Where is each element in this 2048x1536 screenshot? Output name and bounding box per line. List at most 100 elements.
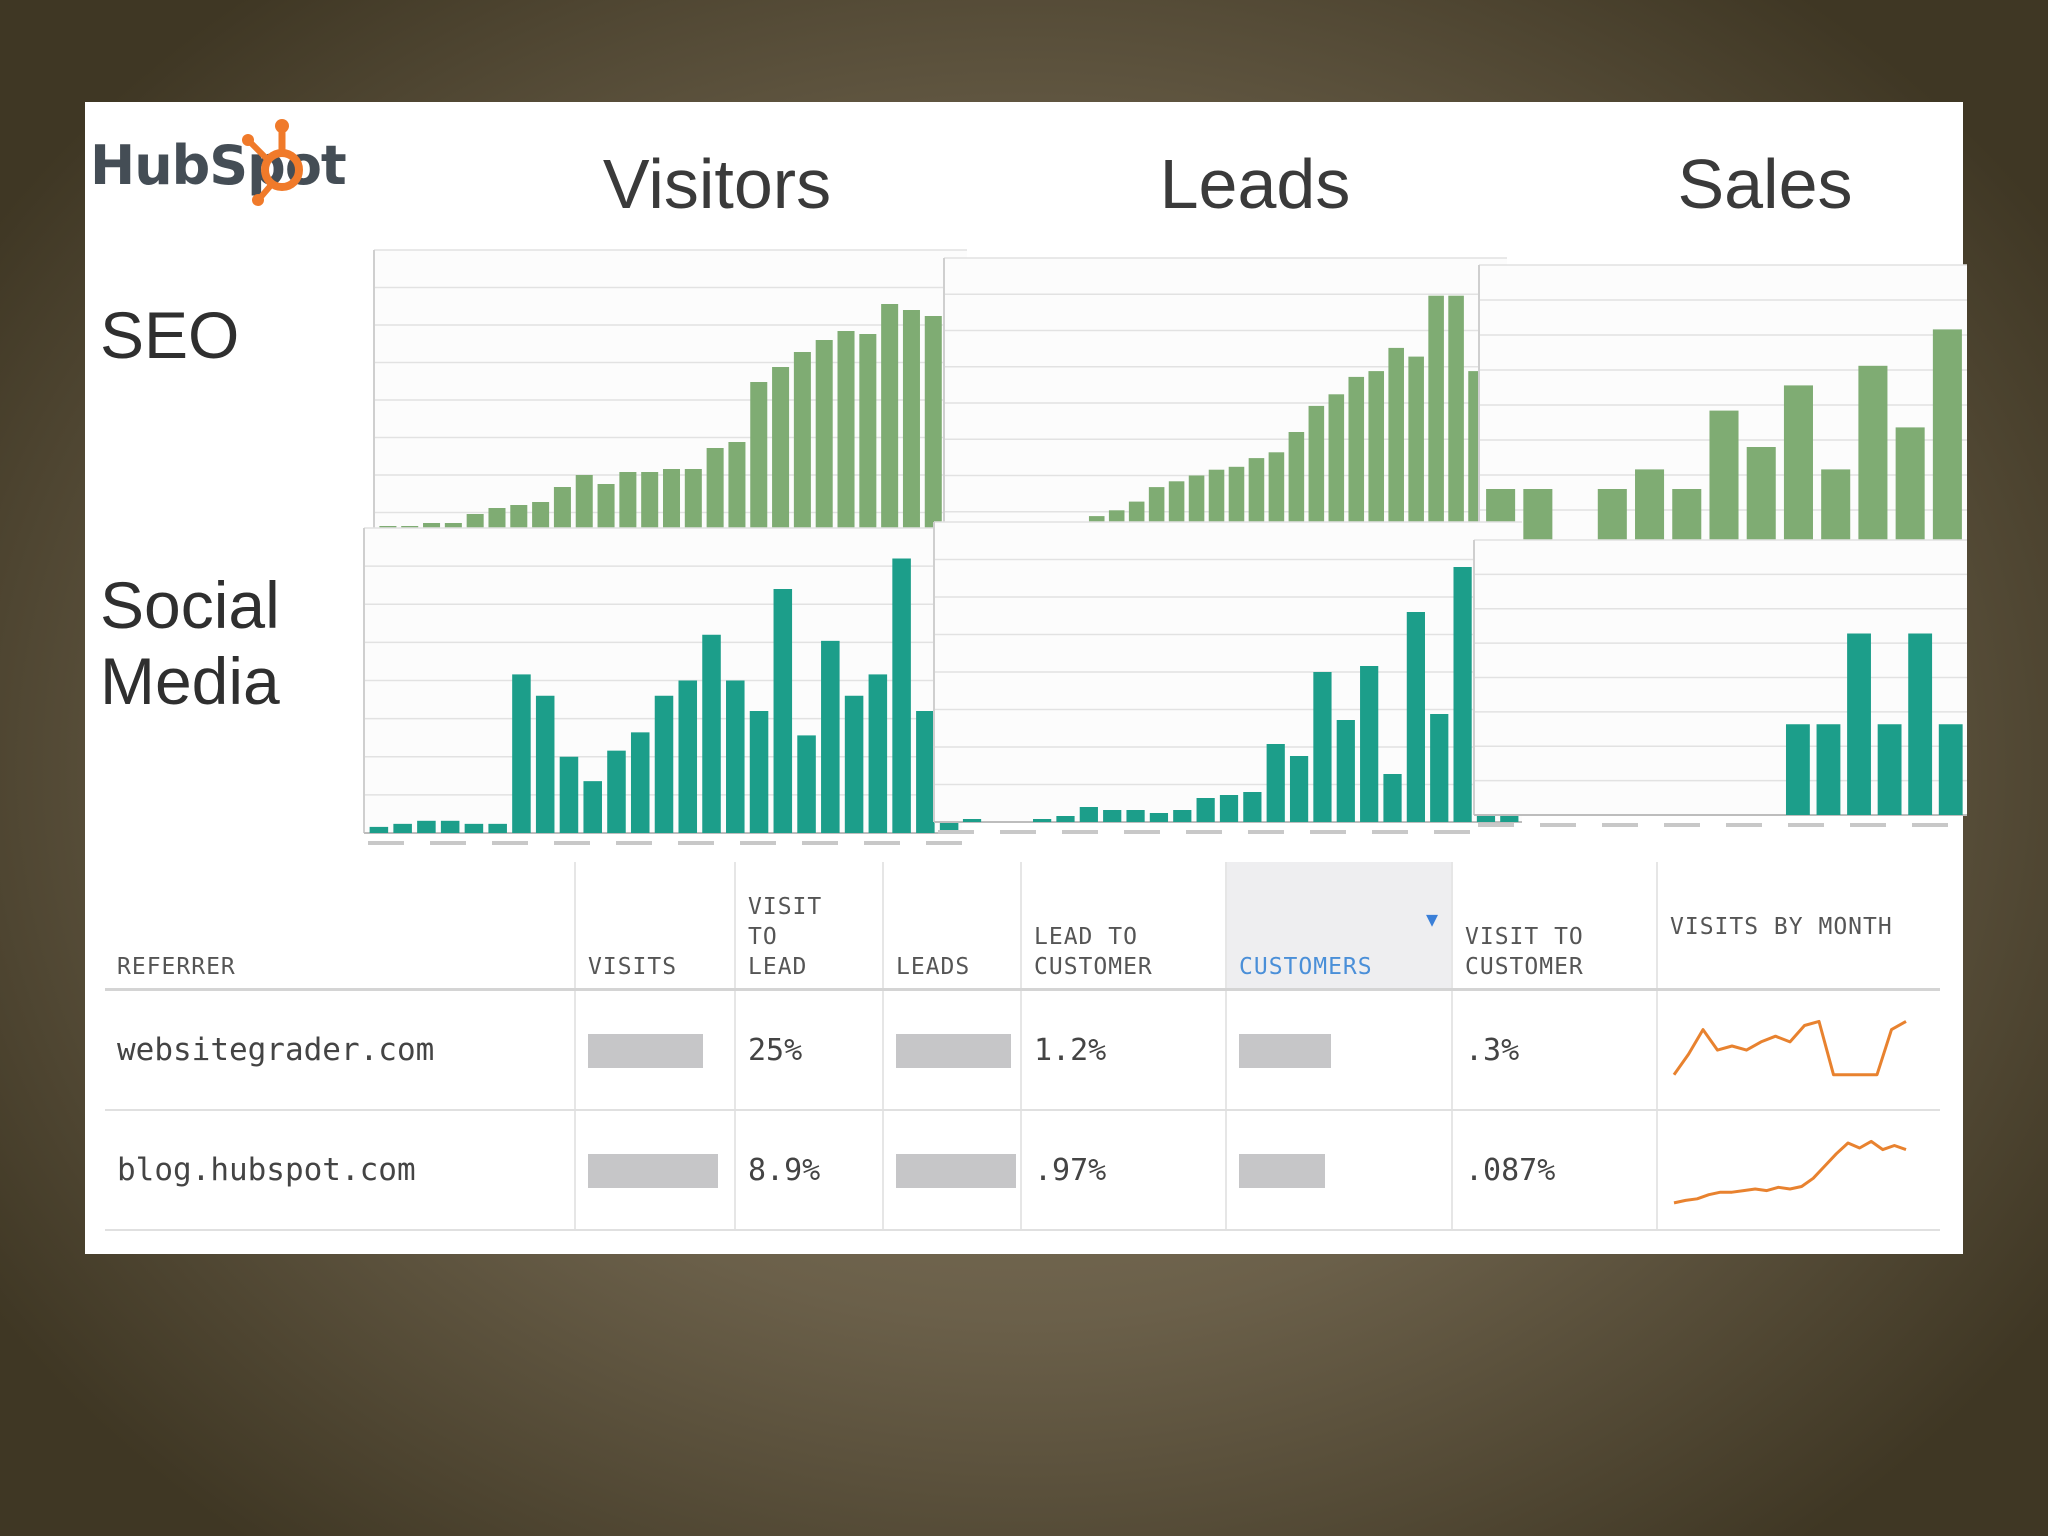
bar [1908, 633, 1933, 815]
customers-cell-redacted [1226, 989, 1453, 1111]
hubspot-logo: HubSpot [90, 112, 355, 212]
bar [1266, 744, 1285, 822]
chart-social-sales [1473, 539, 1967, 827]
tick-label-mark [1434, 830, 1470, 834]
bar [706, 448, 724, 550]
bar [702, 634, 721, 833]
customers-cell-redacted [1226, 1110, 1453, 1231]
tick-label-mark [368, 841, 404, 845]
header-visits[interactable]: VISITS [575, 862, 736, 991]
bar [892, 558, 911, 833]
bar [1149, 813, 1169, 822]
tick-label-mark [1248, 830, 1284, 834]
bar [837, 331, 855, 550]
bar [393, 823, 412, 833]
bar [728, 442, 746, 550]
chart-social-leads [933, 521, 1522, 834]
tick-label-mark [1726, 823, 1762, 827]
tick-label-mark [1310, 830, 1346, 834]
header-leads[interactable]: LEADS [883, 862, 1022, 991]
bar [859, 334, 877, 550]
bar [1453, 567, 1472, 822]
lead-to-customer-cell: 1.2% [1021, 989, 1227, 1111]
tick-label-mark [492, 841, 528, 845]
bar [1348, 376, 1365, 548]
tick-label-mark [802, 841, 838, 845]
header-visit-to-lead[interactable]: VISIT TO LEAD [735, 862, 884, 991]
table-row: blog.hubspot.com 8.9% .97% .087% [105, 1110, 1940, 1231]
bar [1858, 365, 1888, 545]
bar [821, 640, 840, 833]
sparkline-cell [1657, 1110, 1940, 1231]
bar [1597, 489, 1627, 545]
tick-label-mark [616, 841, 652, 845]
header-lead-to-customer[interactable]: LEAD TO CUSTOMER [1021, 862, 1227, 991]
bar [1033, 819, 1052, 822]
bar [1785, 724, 1810, 815]
referrer-cell[interactable]: blog.hubspot.com [105, 1110, 576, 1231]
visit-to-lead-cell: 25% [735, 989, 884, 1111]
tick-label-mark [1540, 823, 1576, 827]
bar [1746, 447, 1776, 545]
tick-label-mark [678, 841, 714, 845]
bar [1313, 672, 1332, 822]
tick-label-mark [740, 841, 776, 845]
bar [559, 756, 579, 833]
row-title-seo: SEO [100, 298, 240, 372]
tick-label-mark [1372, 830, 1408, 834]
tick-label-mark [864, 841, 900, 845]
sparkline-cell [1657, 989, 1940, 1111]
bar [962, 819, 982, 822]
visit-to-customer-cell: .087% [1452, 1110, 1658, 1231]
bar [797, 735, 816, 833]
tick-label-mark [1664, 823, 1700, 827]
bar [369, 826, 389, 833]
bar [1383, 774, 1402, 822]
bar [1196, 798, 1215, 822]
column-title-visitors: Visitors [602, 145, 832, 223]
bar [1079, 807, 1098, 822]
table-header-row: REFERRER VISITS VISIT TO LEAD LEADS LEAD T… [105, 862, 1940, 991]
tick-label-mark [1850, 823, 1886, 827]
referrer-table: REFERRER VISITS VISIT TO LEAD LEADS LEAD T… [105, 862, 1940, 1234]
visits-sparkline [1673, 1139, 1907, 1205]
bar [1523, 489, 1553, 545]
bar [535, 695, 555, 833]
bar [1288, 432, 1305, 548]
sprocket-icon [242, 119, 303, 206]
bar [749, 711, 769, 833]
bar [815, 340, 833, 550]
bar [464, 823, 484, 833]
tick-label-mark [1602, 823, 1638, 827]
leads-cell-redacted [883, 989, 1022, 1111]
bar [1783, 385, 1813, 545]
bar [916, 711, 935, 833]
tick-label-mark [1124, 830, 1160, 834]
bar [1448, 295, 1464, 548]
header-visit-to-customer[interactable]: VISIT TO CUSTOMER [1452, 862, 1658, 991]
bar [1388, 347, 1404, 548]
bar [678, 680, 698, 833]
bar [1821, 469, 1851, 545]
tick-label-mark [1478, 823, 1514, 827]
bar [1635, 469, 1665, 545]
bar [902, 310, 920, 550]
referrer-cell[interactable]: websitegrader.com [105, 989, 576, 1111]
tick-label-mark [1186, 830, 1222, 834]
bar [1938, 724, 1963, 815]
bar [773, 589, 793, 833]
bar [1126, 810, 1145, 822]
bar [1428, 295, 1444, 548]
header-referrer[interactable]: REFERRER [105, 862, 576, 991]
bar [793, 352, 811, 550]
bar [1103, 810, 1122, 822]
header-customers[interactable]: ▼ CUSTOMERS [1226, 862, 1453, 991]
bar [1816, 724, 1841, 815]
tick-label-mark [1788, 823, 1824, 827]
bar [1173, 810, 1192, 822]
tick-label-mark [554, 841, 590, 845]
bar [1932, 329, 1962, 545]
bar [607, 750, 626, 833]
bar [1308, 405, 1325, 548]
bar [1408, 356, 1424, 548]
